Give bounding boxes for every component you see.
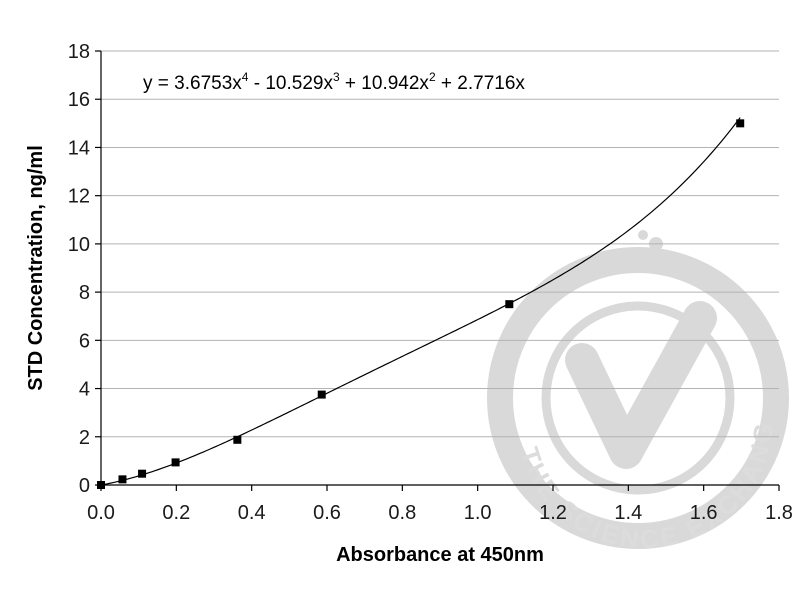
data-point (138, 469, 147, 478)
y-tick-label: 8 (79, 282, 90, 304)
x-tick-label: 0.0 (87, 502, 115, 524)
x-tick-label: 0.2 (162, 502, 190, 524)
y-tick-label: 16 (68, 89, 90, 111)
x-tick-label: 1.6 (690, 502, 718, 524)
data-point (171, 458, 180, 467)
y-axis-ticks: 0 2 4 6 8 10 12 14 16 18 (68, 41, 101, 497)
y-tick-label: 4 (79, 379, 90, 401)
y-tick-label: 6 (79, 330, 90, 352)
data-point (118, 475, 127, 484)
x-tick-label: 1.4 (614, 502, 642, 524)
x-tick-label: 1.2 (539, 502, 567, 524)
x-tick-label: 0.4 (238, 502, 266, 524)
y-tick-label: 0 (79, 475, 90, 497)
data-point (505, 300, 514, 309)
y-axis-title: STD Concentration, ng/ml (25, 145, 47, 391)
x-tick-label: 1.8 (765, 502, 793, 524)
y-tick-label: 14 (68, 137, 90, 159)
x-tick-label: 1.0 (464, 502, 492, 524)
y-tick-label: 10 (68, 234, 90, 256)
data-point (736, 119, 745, 128)
gridlines (101, 50, 779, 438)
watermark-dot (638, 230, 648, 240)
data-point (317, 390, 326, 399)
watermark-check-icon (565, 301, 717, 469)
x-tick-label: 0.8 (388, 502, 416, 524)
y-tick-label: 18 (68, 41, 90, 63)
watermark-dot (629, 251, 651, 273)
x-axis-title: Absorbance at 450nm (336, 544, 544, 566)
data-points (97, 119, 745, 489)
data-point (233, 435, 242, 444)
x-tick-label: 0.6 (313, 502, 341, 524)
y-tick-label: 2 (79, 427, 90, 449)
y-tick-label: 12 (68, 186, 90, 208)
polynomial-trendline (100, 117, 741, 486)
data-point (97, 481, 105, 489)
axes (100, 51, 779, 486)
trendline-equation: y = 3.6753x4 - 10.529x3 + 10.942x2 + 2.7… (143, 70, 525, 94)
